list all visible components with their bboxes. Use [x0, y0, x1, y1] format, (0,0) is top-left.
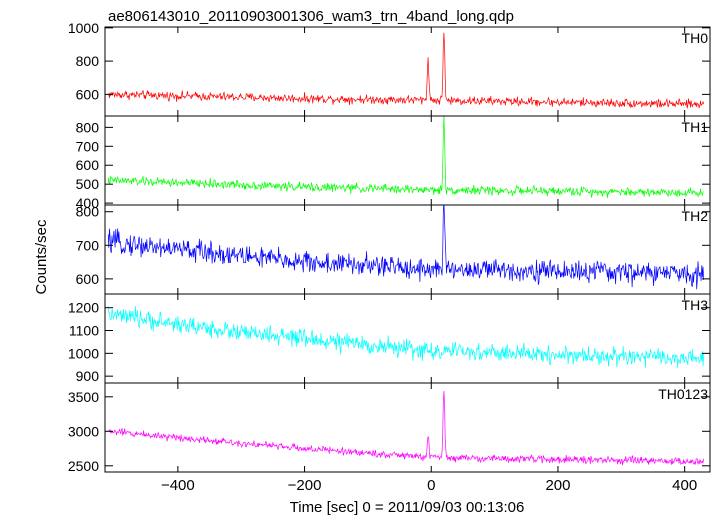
panel-th1: 400 500 600 700 800 TH1	[76, 115, 711, 211]
y-tick-label: 1000	[68, 345, 99, 361]
y-tick-label: 800	[76, 53, 100, 69]
y-axis-label: Counts/sec	[33, 219, 50, 295]
y-tick-label: 600	[76, 86, 100, 102]
x-tick-label: 0	[427, 477, 435, 494]
panel-frame	[104, 293, 711, 384]
panel-frame	[104, 26, 711, 117]
panel-th0123: 2500 3000 3500 TH0123	[68, 382, 711, 474]
panel-frame	[104, 382, 711, 473]
panel-label: TH2	[682, 208, 709, 224]
series-th0	[107, 32, 705, 109]
panel-label: TH0	[682, 30, 709, 46]
y-tick-label: 800	[76, 204, 100, 220]
panel-label: TH0123	[658, 386, 708, 402]
y-tick-label: 600	[76, 157, 100, 173]
series-th2	[107, 205, 705, 290]
x-axis-label: Time [sec] 0 = 2011/09/03 00:13:06	[290, 499, 525, 516]
x-tick-label: 400	[672, 477, 697, 494]
x-tick-label: −200	[288, 477, 322, 494]
chart-title: ae806143010_20110903001306_wam3_trn_4ban…	[108, 8, 514, 25]
panel-label: TH1	[682, 119, 709, 135]
y-tick-label: 3000	[68, 423, 99, 439]
y-tick-label: 2500	[68, 458, 99, 474]
series-th0123	[107, 390, 705, 466]
panel-th2: 600 700 800 TH2	[76, 204, 711, 295]
y-tick-label: 400	[76, 195, 100, 211]
y-tick-label: 500	[76, 176, 100, 192]
panel-label: TH3	[682, 297, 709, 313]
y-tick-label: 900	[76, 368, 100, 384]
y-tick-label: 1000	[68, 20, 99, 36]
y-tick-label: 800	[76, 119, 100, 135]
x-tick-label: 200	[545, 477, 570, 494]
y-tick-label: 600	[76, 271, 100, 287]
series-th1	[107, 116, 704, 198]
series-th3	[107, 306, 705, 368]
x-tick-label: −400	[161, 477, 195, 494]
y-tick-label: 3500	[68, 389, 99, 405]
y-tick-label: 1100	[69, 323, 99, 339]
panel-th0: 600 800 1000 TH0	[68, 20, 711, 117]
y-tick-label: 700	[76, 138, 100, 154]
panel-th3: 900 1000 1100 1200 TH3	[68, 293, 711, 384]
y-tick-label: 700	[76, 237, 100, 253]
y-tick-label: 1200	[68, 300, 99, 316]
